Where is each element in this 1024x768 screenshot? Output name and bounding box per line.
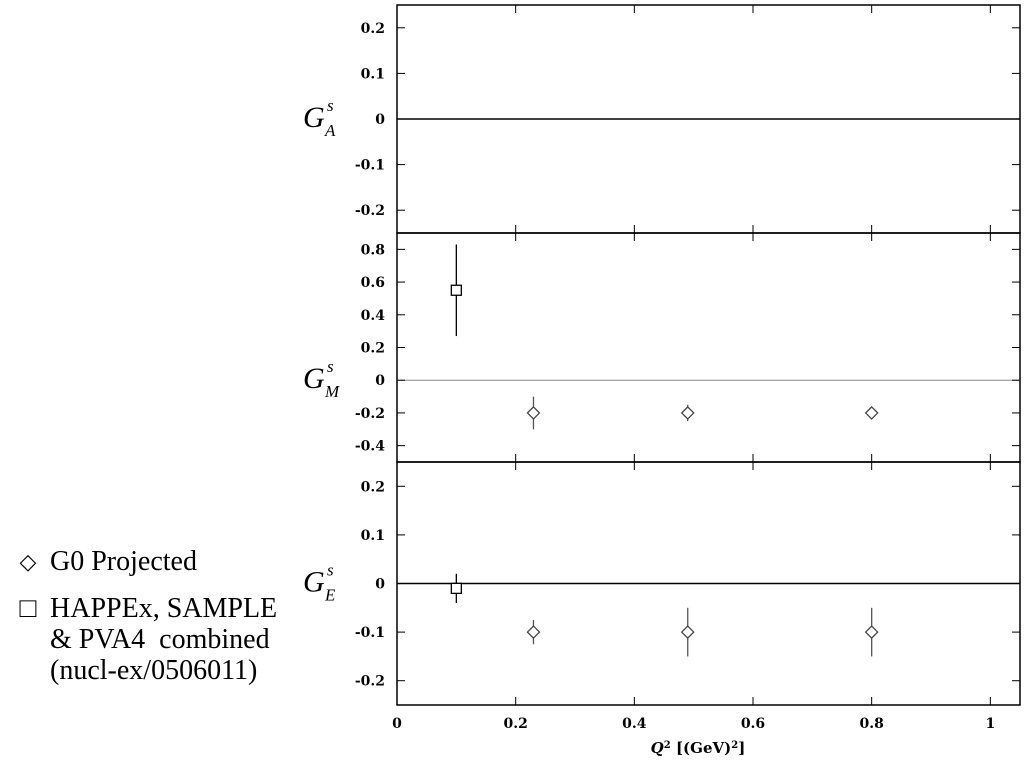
y-tick-label: 0.4 [361,308,386,324]
square-icon: □ [19,593,37,624]
legend-label-g0: G0 Projected [50,546,197,577]
y-axis-label-sub: M [324,382,340,401]
data-point-diamond [526,625,541,640]
y-axis-label: G [303,101,325,134]
y-tick-label: 0 [375,373,385,389]
y-axis-label: G [303,566,325,599]
legend: ◇ G0 Projected □ HAPPEx, SAMPLE & PVA4 c… [14,546,278,686]
panel-ge: 0.2 0.1 0 -0.1 -0.2 G sE [303,461,1021,706]
y-axis-label: G [303,362,325,395]
data-point-diamond [864,406,879,420]
plot-frame [396,232,1021,463]
y-axis-label-sup: s [327,96,334,115]
y-axis-label-sub: A [324,121,336,140]
data-point-square [450,284,462,296]
x-tick-label: 1 [985,716,995,732]
y-tick-label: 0 [375,112,385,128]
x-axis-title: Q2 [(GeV)2] [651,739,746,757]
legend-label-combined: HAPPEx, SAMPLE & PVA4 combined (nucl-ex/… [50,593,278,686]
y-tick-label: -0.2 [355,674,385,690]
y-tick-label: 0.1 [361,528,385,544]
y-tick-label: -0.2 [355,406,385,422]
data-point-diamond [680,406,695,420]
y-tick-label: 0.2 [361,21,385,37]
x-tick-label: 0.6 [741,716,765,732]
y-tick-label: -0.2 [355,203,385,219]
data-point-square [450,582,462,595]
y-tick-label: 0.8 [361,242,385,258]
y-tick-label: -0.4 [355,439,385,455]
data-point-diamond [864,625,879,640]
x-tick-label: 0.8 [859,716,883,732]
y-tick-label: 0.6 [361,275,385,291]
data-point-diamond [680,625,695,640]
x-tick-label: 0.4 [622,716,647,732]
data-point-diamond [526,406,541,420]
panel-gm: 0.8 0.6 0.4 0.2 0 -0.2 -0.4 G sM [303,232,1021,463]
diamond-icon: ◇ [19,549,37,574]
y-axis-label-sup: s [327,357,334,376]
x-tick-label: 0 [392,716,402,732]
y-tick-label: 0.1 [361,66,385,82]
y-tick-label: 0 [375,577,385,593]
y-axis-label-sub: E [324,586,336,605]
y-tick-label: 0.2 [361,479,385,495]
y-tick-label: 0.2 [361,341,385,357]
legend-item-g0-projected: ◇ G0 Projected [14,546,277,577]
legend-item-combined: □ HAPPEx, SAMPLE & PVA4 combined (nucl-e… [14,593,278,686]
y-tick-label: -0.1 [355,625,385,641]
y-tick-label: -0.1 [355,158,385,174]
y-axis-label-sup: s [327,561,334,580]
x-tick-label: 0.2 [503,716,527,732]
panel-ga: 0.2 0.1 0 -0.1 -0.2 G sA [303,4,1021,234]
